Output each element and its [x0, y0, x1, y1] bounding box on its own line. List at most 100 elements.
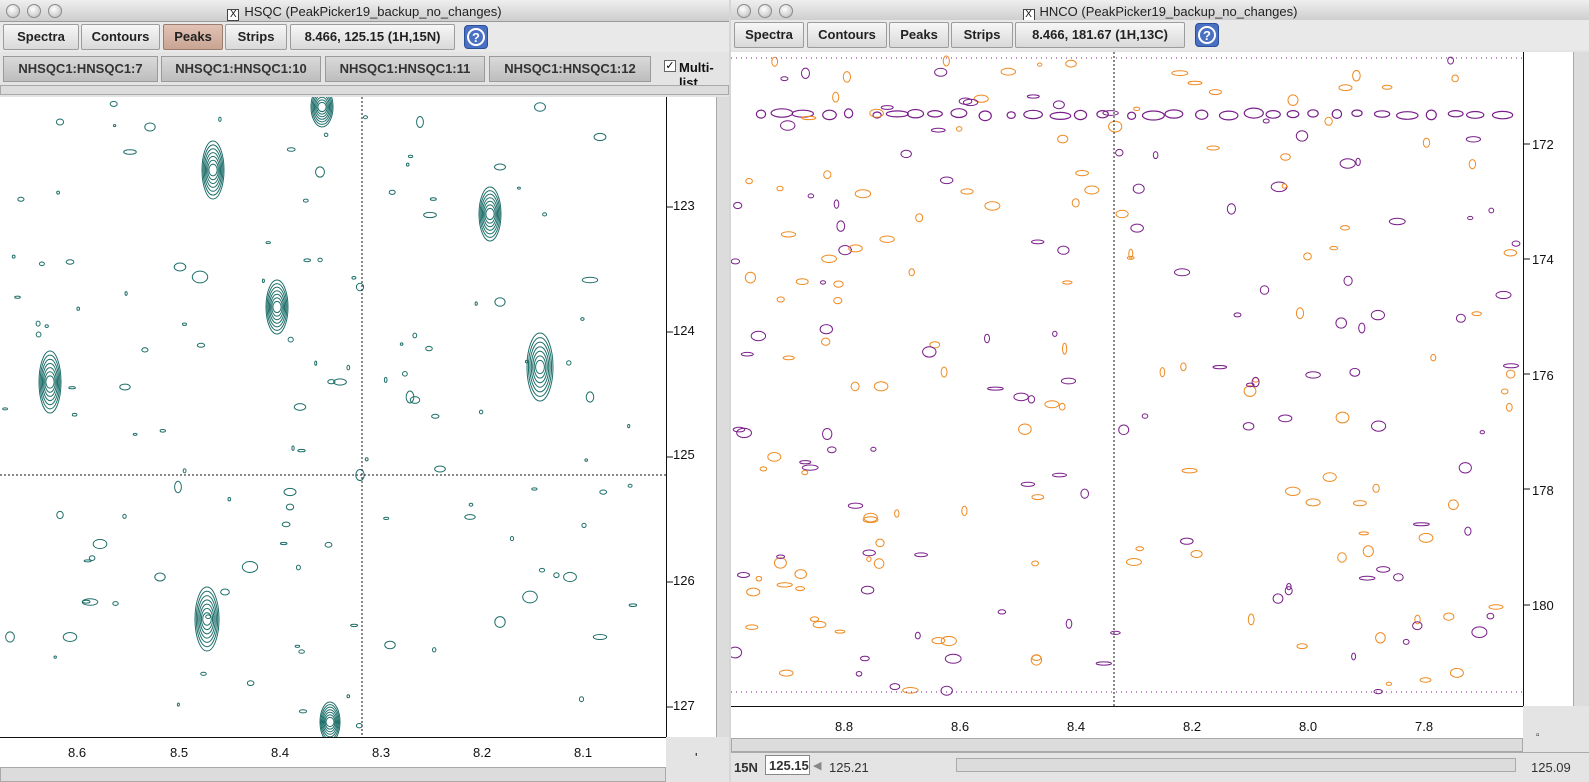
- contour-noise: [294, 644, 301, 648]
- contour-peak: [1402, 638, 1410, 645]
- cursor-coordinates-button[interactable]: 8.466, 181.67 (1H,13C): [1015, 22, 1185, 48]
- contour-peak: [801, 470, 809, 476]
- contours-button[interactable]: Contours: [807, 22, 887, 48]
- contour-noise: [123, 149, 137, 155]
- hsqc-top-scrollbar[interactable]: [0, 85, 729, 95]
- hsqc-bottom-scrollbar[interactable]: [0, 767, 666, 782]
- contour-peak: [915, 213, 924, 223]
- contour-peak: [207, 159, 219, 181]
- contour-peak: [776, 185, 784, 192]
- contour-noise: [285, 503, 295, 511]
- contour-peak: [847, 502, 864, 509]
- contour-noise: [53, 655, 57, 659]
- y-tick-label: 123: [673, 198, 695, 213]
- contour-noise: [478, 409, 484, 415]
- contour-peak: [1362, 545, 1374, 558]
- contour-peak: [1159, 367, 1166, 378]
- contour-noise: [173, 262, 187, 272]
- contour-peak: [533, 355, 547, 379]
- contour-noise: [2, 407, 8, 411]
- contour-peak: [1486, 612, 1495, 620]
- hsqc-vertical-scrollbar[interactable]: [716, 97, 729, 737]
- plane-value-field[interactable]: 125.15: [765, 755, 810, 775]
- contour-noise: [154, 572, 166, 582]
- contour-peak: [1125, 558, 1142, 566]
- contour-noise: [176, 702, 180, 707]
- plane-slider[interactable]: [956, 758, 1516, 772]
- contour-peak: [958, 97, 973, 105]
- contour-peak: [1449, 667, 1464, 678]
- contour-peak: [1115, 209, 1129, 219]
- contour-band: [1395, 111, 1419, 120]
- tab-peaklist-10[interactable]: NHSQC1:HNSQC1:10: [161, 56, 321, 82]
- contour-peak: [1503, 249, 1518, 257]
- contour-peak: [832, 91, 840, 103]
- contour-peak: [930, 127, 946, 133]
- contour-noise: [324, 541, 333, 548]
- contour-peak: [973, 94, 989, 103]
- contour-peak: [311, 97, 333, 125]
- close-window-icon[interactable]: [6, 4, 20, 18]
- help-button[interactable]: ?: [1195, 23, 1219, 47]
- contour-band: [872, 111, 882, 119]
- contour-noise: [434, 465, 446, 473]
- close-window-icon[interactable]: [737, 4, 751, 18]
- contour-peak: [809, 616, 820, 623]
- zoom-window-icon[interactable]: [779, 4, 793, 18]
- strips-button[interactable]: Strips: [225, 24, 287, 50]
- minimize-window-icon[interactable]: [758, 4, 772, 18]
- contour-peak: [866, 556, 872, 563]
- x-tick-label: 8.0: [1299, 719, 1318, 734]
- contour-peak: [960, 188, 974, 195]
- hsqc-contours: [0, 97, 666, 737]
- peaks-button[interactable]: Peaks: [889, 22, 949, 48]
- contour-peak: [1343, 275, 1353, 286]
- contour-peak: [1062, 342, 1068, 355]
- contour-peak: [1095, 661, 1112, 666]
- contour-peak: [1115, 148, 1124, 157]
- contour-peak: [1447, 56, 1454, 65]
- contour-noise: [585, 391, 595, 403]
- hnco-vertical-scrollbar[interactable]: [1573, 52, 1589, 706]
- cursor-coordinates-button[interactable]: 8.466, 125.15 (1H,15N): [290, 24, 455, 50]
- hnco-spectrum-plot[interactable]: [731, 52, 1523, 706]
- contour-band: [1195, 109, 1209, 120]
- contour-noise: [592, 633, 608, 641]
- spectra-button[interactable]: Spectra: [3, 24, 79, 50]
- multi-list-checkbox[interactable]: ✓: [664, 59, 676, 72]
- contour-peak: [270, 293, 284, 321]
- tab-peaklist-11[interactable]: NHSQC1:HNSQC1:11: [325, 56, 485, 82]
- help-button[interactable]: ?: [464, 25, 488, 49]
- contour-peak: [203, 148, 223, 192]
- contour-peak: [1118, 424, 1130, 436]
- contour-peak: [795, 586, 806, 592]
- contour-band: [1491, 110, 1514, 120]
- tab-peaklist-12[interactable]: NHSQC1:HNSQC1:12: [489, 56, 651, 82]
- strips-button[interactable]: Strips: [951, 22, 1013, 48]
- hnco-plane-bar: 15N 125.15 ◀ 125.21 125.09: [731, 752, 1589, 782]
- contour-noise: [295, 564, 301, 571]
- contour-peak: [316, 99, 328, 115]
- contour-peak: [1130, 223, 1144, 233]
- tab-peaklist-7[interactable]: NHSQC1:HNSQC1:7: [3, 56, 158, 82]
- contour-peak: [1467, 215, 1474, 221]
- contour-noise: [159, 429, 167, 433]
- contours-button[interactable]: Contours: [81, 24, 160, 50]
- y-tick-label: 174: [1532, 252, 1554, 267]
- zoom-window-icon[interactable]: [48, 4, 62, 18]
- hsqc-toolbar: Spectra Contours Peaks Strips 8.466, 125…: [0, 22, 729, 52]
- minimize-window-icon[interactable]: [27, 4, 41, 18]
- contour-noise: [122, 513, 127, 519]
- contour-noise: [56, 190, 60, 195]
- contour-peak: [833, 280, 844, 288]
- contour-peak: [961, 505, 968, 516]
- contour-peak: [984, 333, 990, 344]
- peaks-button[interactable]: Peaks: [163, 24, 223, 50]
- spectra-button[interactable]: Spectra: [734, 22, 804, 48]
- hnco-horizontal-scrollbar[interactable]: [731, 738, 1523, 752]
- hsqc-spectrum-plot[interactable]: [0, 97, 666, 737]
- plane-left-arrow-icon[interactable]: ◀: [813, 760, 822, 772]
- contour-peak: [812, 620, 827, 629]
- contour-noise: [286, 147, 296, 152]
- x-tick-label: 8.1: [574, 745, 593, 760]
